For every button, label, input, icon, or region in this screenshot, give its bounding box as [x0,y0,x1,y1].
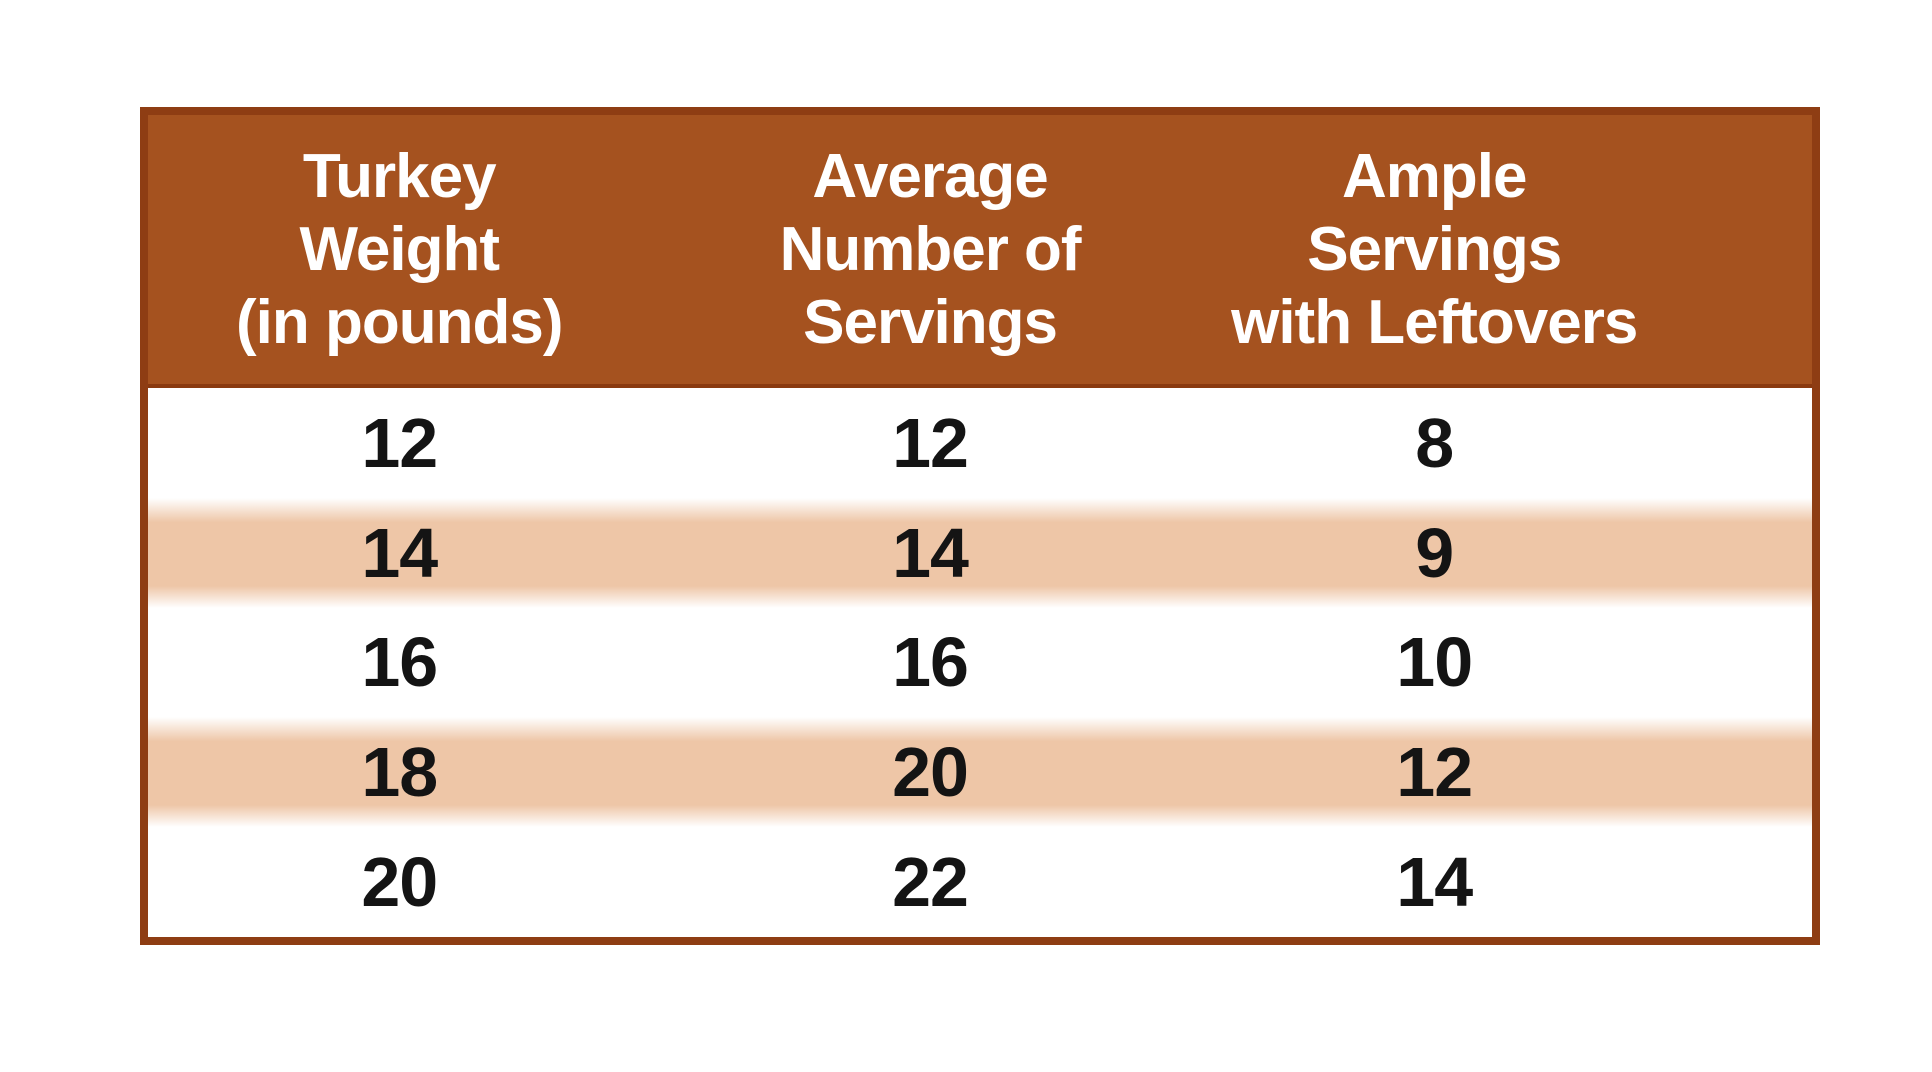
spacer-cell [1659,608,1812,718]
cell-turkey-weight: 20 [361,843,438,922]
header-line: Number of [779,214,1082,284]
header-line: Weight [299,214,500,284]
cell-ample-servings: 12 [1396,733,1473,812]
cell-turkey-weight: 14 [361,513,438,592]
header-line: Average [812,141,1048,211]
turkey-servings-table: Turkey Weight (in pounds) Average Number… [140,107,1820,945]
spacer-cell [1659,717,1812,827]
table-row: 16 16 10 [148,607,1812,718]
cell-turkey-weight: 12 [361,403,438,482]
table-row: 18 20 12 [148,717,1812,828]
cell-ample-servings: 10 [1396,623,1473,702]
cell-ample-servings: 9 [1415,513,1454,592]
cell-average-servings: 16 [892,623,969,702]
cell-average-servings: 22 [892,843,969,922]
table-row: 14 14 9 [148,497,1812,608]
cell-average-servings: 20 [892,733,969,812]
header-line: (in pounds) [236,288,563,358]
cell-ample-servings: 14 [1396,843,1473,922]
spacer-cell [1659,498,1812,608]
header-line: Turkey [302,141,497,211]
table-row: 20 22 14 [148,827,1812,937]
table-header-row: Turkey Weight (in pounds) Average Number… [148,115,1812,388]
column-header-turkey-weight: Turkey Weight (in pounds) [148,115,651,384]
cell-average-servings: 14 [892,513,969,592]
cell-turkey-weight: 16 [361,623,438,702]
header-line: Servings [803,288,1058,358]
table-row: 12 12 8 [148,388,1812,498]
spacer-cell [1659,388,1812,498]
header-line: Servings [1307,214,1562,284]
cell-ample-servings: 8 [1415,403,1454,482]
header-spacer-cell [1659,115,1812,384]
spacer-cell [1659,827,1812,937]
cell-average-servings: 12 [892,403,969,482]
header-line: Ample [1342,141,1527,211]
column-header-average-servings: Average Number of Servings [651,115,1210,384]
column-header-ample-servings: Ample Servings with Leftovers [1210,115,1659,384]
header-line: with Leftovers [1231,288,1638,358]
cell-turkey-weight: 18 [361,733,438,812]
